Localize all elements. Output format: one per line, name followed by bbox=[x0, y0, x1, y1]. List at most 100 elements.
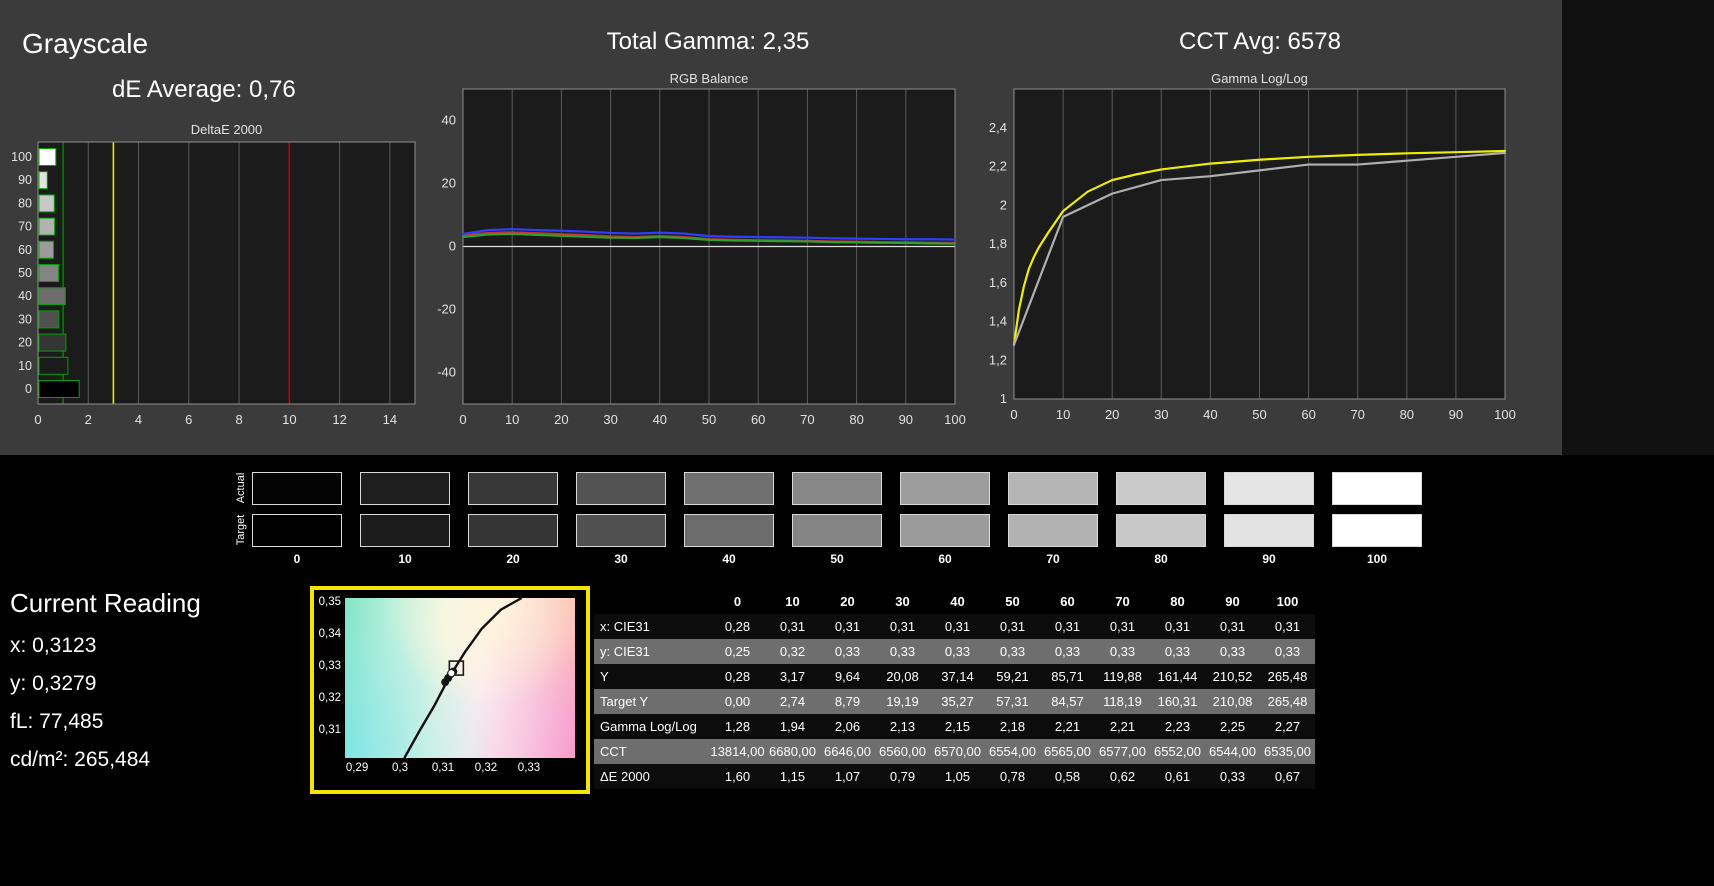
daylight-locus-curve bbox=[403, 596, 523, 759]
table-cell: 0,31 bbox=[944, 619, 971, 634]
table-row-label: Gamma Log/Log bbox=[600, 719, 697, 734]
cie-points-overlay bbox=[403, 596, 523, 759]
table-cell: 37,14 bbox=[941, 669, 974, 684]
axis-tick-label: 30 bbox=[603, 412, 617, 427]
table-cell: 2,23 bbox=[1164, 719, 1191, 734]
table-cell: 1,94 bbox=[779, 719, 806, 734]
table-header-cell: 50 bbox=[985, 589, 1040, 614]
table-header-cell: 40 bbox=[930, 589, 985, 614]
table-cell: 0,00 bbox=[724, 694, 751, 709]
table-row: y: CIE31 0,25 0,32 0,33 0,33 0,33 0,33 0,33 0,33… bbox=[594, 639, 1315, 664]
table-cell: 0,31 bbox=[1054, 619, 1081, 634]
table-cell: 6554,00 bbox=[989, 744, 1036, 759]
actual-swatch-50 bbox=[792, 472, 882, 505]
deltae-bar-70 bbox=[38, 217, 56, 236]
table-cell: 6565,00 bbox=[1044, 744, 1091, 759]
cct-avg-title: CCT Avg: 6578 bbox=[1179, 28, 1341, 55]
target-swatch-row bbox=[252, 514, 1422, 547]
axis-tick-label: 12 bbox=[332, 412, 346, 427]
axis-tick-label: 40 bbox=[653, 412, 667, 427]
table-row-label: y: CIE31 bbox=[600, 644, 650, 659]
axis-tick-label: 30 bbox=[1154, 407, 1168, 422]
cie-x-tick: 0,3 bbox=[392, 762, 409, 774]
table-row: Y 0,28 3,17 9,64 20,08 37,14 59,21 85,71 119,88 1… bbox=[594, 664, 1315, 689]
cie-y-tick: 0,31 bbox=[318, 724, 341, 737]
table-header-cell: 80 bbox=[1150, 589, 1205, 614]
table-cell: 6646,00 bbox=[824, 744, 871, 759]
axis-tick-label: 6 bbox=[185, 412, 192, 427]
deltae-bar-10 bbox=[38, 356, 69, 375]
table-cell: 2,13 bbox=[889, 719, 916, 734]
table-cell: 0,67 bbox=[1274, 769, 1301, 784]
axis-tick-label: 1,2 bbox=[989, 352, 1007, 367]
table-cell: 1,60 bbox=[724, 769, 751, 784]
reading-cdm2: cd/m²: 265,484 bbox=[10, 748, 151, 771]
axis-tick-label: 20 bbox=[18, 336, 32, 350]
table-cell: 84,57 bbox=[1051, 694, 1084, 709]
table-cell: 161,44 bbox=[1157, 669, 1198, 684]
swatch-level-label: 10 bbox=[398, 552, 412, 566]
table-cell: 0,31 bbox=[834, 619, 861, 634]
gamma-chart-title: Gamma Log/Log bbox=[1211, 71, 1308, 86]
swatch-level-label: 80 bbox=[1154, 552, 1168, 566]
table-cell: 0,25 bbox=[724, 644, 751, 659]
table-row: ΔE 2000 1,60 1,15 1,07 0,79 1,05 0,78 0,58 0,62 0… bbox=[594, 764, 1315, 789]
swatch-level-label: 0 bbox=[293, 552, 301, 566]
target-row-label: Target bbox=[235, 514, 247, 546]
table-cell: 118,19 bbox=[1103, 694, 1142, 709]
axis-tick-label: 0 bbox=[34, 412, 41, 427]
table-cell: 1,07 bbox=[834, 769, 861, 784]
axis-tick-label: -40 bbox=[437, 365, 456, 380]
table-cell: 0,33 bbox=[1164, 644, 1191, 659]
table-cell: 0,33 bbox=[1054, 644, 1081, 659]
table-cell: 2,74 bbox=[779, 694, 806, 709]
table-cell: 210,08 bbox=[1212, 694, 1253, 709]
plot-background bbox=[38, 142, 415, 404]
cie-chromaticity-chart: 0,35 0,34 0,33 0,32 0,31 0,29 0,3 0,31 0,32 0,33 bbox=[310, 586, 590, 794]
axis-tick-label: 4 bbox=[135, 412, 142, 427]
current-reading-title: Current Reading bbox=[10, 588, 201, 618]
table-header-row: 0 10 20 30 40 50 60 70 80 90 100 bbox=[594, 589, 1315, 614]
table-cell: 0,31 bbox=[1274, 619, 1301, 634]
deltae-chart-title: DeltaE 2000 bbox=[190, 122, 263, 137]
table-cell: 265,48 bbox=[1267, 669, 1308, 684]
axis-tick-label: 100 bbox=[11, 150, 32, 164]
de-average-value: dE Average: 0,76 bbox=[112, 76, 296, 103]
rgb-balance-chart: 0 10 20 30 40 50 60 70 80 90 100 40 20 0 -20 -40 bbox=[437, 88, 966, 427]
table-header-cell bbox=[594, 589, 710, 614]
axis-tick-label: 100 bbox=[944, 412, 966, 427]
table-header-cell: 100 bbox=[1260, 589, 1315, 614]
deltae-bar-50 bbox=[38, 264, 60, 282]
axis-tick-label: 80 bbox=[1400, 407, 1414, 422]
deltae-bar-80 bbox=[38, 194, 55, 213]
swatch-level-labels: 0 10 20 30 40 50 60 70 80 90 100 bbox=[252, 552, 1422, 566]
deltae-bar-60 bbox=[38, 240, 55, 259]
swatch-level-label: 100 bbox=[1366, 552, 1388, 566]
axis-tick-label: 60 bbox=[1301, 407, 1315, 422]
table-cell: 85,71 bbox=[1051, 669, 1084, 684]
axis-tick-label: 90 bbox=[18, 173, 32, 187]
table-cell: 1,05 bbox=[944, 769, 971, 784]
table-cell: 0,61 bbox=[1164, 769, 1191, 784]
target-swatch-70 bbox=[1008, 514, 1098, 547]
axis-tick-label: 20 bbox=[554, 412, 568, 427]
table-row: Gamma Log/Log 1,28 1,94 2,06 2,13 2,15 2,18 2,2… bbox=[594, 714, 1315, 739]
swatch-level-label: 20 bbox=[506, 552, 520, 566]
table-cell: 0,33 bbox=[1219, 644, 1246, 659]
table-cell: 6577,00 bbox=[1099, 744, 1146, 759]
table-cell: 6552,00 bbox=[1154, 744, 1201, 759]
measured-gamma-line bbox=[1012, 151, 1507, 346]
cie-x-tick: 0,32 bbox=[474, 762, 498, 774]
plot-border bbox=[1013, 88, 1506, 400]
cie-y-tick: 0,33 bbox=[318, 660, 341, 673]
table-cell: 13814,00 bbox=[710, 744, 765, 759]
deltae-2000-chart: 0 2 4 6 8 10 12 14 0 10 20 30 40 50 60 70 80 90 100 bbox=[11, 141, 416, 427]
table-cell: 19,19 bbox=[886, 694, 919, 709]
table-cell: 265,48 bbox=[1267, 694, 1308, 709]
reading-y: y: 0,3279 bbox=[10, 672, 97, 695]
deltae-bar-20 bbox=[38, 333, 67, 352]
axis-tick-label: 50 bbox=[1252, 407, 1266, 422]
swatch-level-label: 60 bbox=[938, 552, 952, 566]
axis-tick-label: 2 bbox=[85, 412, 92, 427]
